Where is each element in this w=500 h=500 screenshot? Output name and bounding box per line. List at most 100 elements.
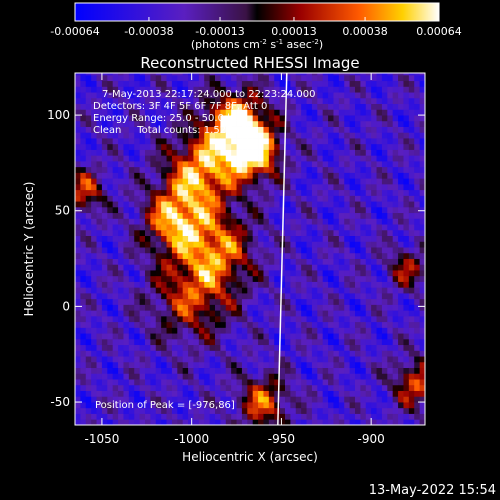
heatmap-cell	[139, 206, 146, 214]
heatmap-cell	[263, 74, 270, 82]
heatmap-cell	[80, 201, 87, 208]
heatmap-cell	[166, 419, 173, 425]
heatmap-cell	[123, 212, 130, 219]
heatmap-cell	[258, 396, 264, 403]
heatmap-cell	[247, 74, 254, 82]
heatmap-cell	[215, 115, 221, 122]
heatmap-cell	[301, 92, 307, 99]
annotation-peak: Position of Peak = [-976,86]	[95, 400, 235, 411]
heatmap-cell	[344, 361, 351, 369]
heatmap-cell	[387, 402, 394, 409]
heatmap-cell	[85, 304, 92, 311]
heatmap-cell	[112, 384, 119, 391]
heatmap-cell	[414, 241, 421, 248]
heatmap-cell	[392, 258, 399, 265]
heatmap-cell	[328, 327, 334, 334]
heatmap-cell	[349, 402, 356, 409]
heatmap-cell	[295, 310, 302, 317]
heatmap-cell	[355, 281, 361, 288]
heatmap-cell	[96, 379, 103, 386]
heatmap-cell	[338, 212, 345, 219]
heatmap-cell	[306, 166, 313, 173]
heatmap-cell	[398, 379, 404, 386]
heatmap-cell	[220, 270, 227, 277]
heatmap-cell	[193, 270, 200, 277]
heatmap-cell	[145, 212, 151, 219]
heatmap-cell	[182, 373, 189, 380]
heatmap-cell	[85, 143, 92, 150]
heatmap-cell	[365, 407, 372, 414]
heatmap-cell	[311, 224, 318, 231]
heatmap-cell	[182, 287, 189, 294]
heatmap-cell	[215, 407, 221, 414]
heatmap-cell	[155, 149, 162, 156]
heatmap-cell	[371, 178, 377, 185]
heatmap-cell	[252, 264, 259, 271]
heatmap-cell	[290, 287, 297, 294]
heatmap-cell	[247, 178, 254, 185]
heatmap-cell	[96, 252, 103, 259]
heatmap-cell	[355, 195, 361, 202]
heatmap-cell	[322, 367, 329, 374]
heatmap-cell	[338, 143, 345, 150]
heatmap-cell	[258, 138, 264, 145]
heatmap-cell	[317, 379, 324, 386]
heatmap-cell	[139, 224, 146, 231]
heatmap-cell	[177, 350, 184, 357]
heatmap-cell	[414, 195, 421, 202]
heatmap-cell	[182, 407, 189, 414]
heatmap-cell	[161, 115, 167, 122]
heatmap-cell	[306, 161, 313, 168]
heatmap-cell	[220, 206, 227, 214]
heatmap-cell	[306, 178, 313, 185]
heatmap-cell	[408, 201, 415, 208]
heatmap-cell	[268, 275, 275, 282]
heatmap-cell	[365, 373, 372, 380]
heatmap-cell	[403, 258, 410, 265]
heatmap-cell	[204, 229, 211, 237]
heatmap-cell	[150, 92, 157, 99]
heatmap-cell	[161, 109, 167, 116]
heatmap-cell	[360, 189, 367, 196]
heatmap-cell	[112, 379, 119, 386]
heatmap-cell	[96, 155, 103, 162]
heatmap-cell	[182, 241, 189, 248]
heatmap-cell	[263, 109, 270, 116]
heatmap-cell	[333, 172, 340, 179]
heatmap-cell	[279, 166, 286, 173]
heatmap-cell	[75, 275, 81, 282]
heatmap-cell	[360, 73, 367, 76]
heatmap-cell	[349, 224, 356, 231]
heatmap-cell	[322, 298, 329, 305]
heatmap-cell	[295, 224, 302, 231]
heatmap-cell	[193, 189, 200, 196]
heatmap-cell	[220, 367, 227, 374]
heatmap-cell	[215, 149, 221, 156]
heatmap-cell	[209, 304, 216, 311]
heatmap-cell	[333, 419, 340, 425]
heatmap-cell	[263, 402, 270, 409]
heatmap-cell	[371, 86, 377, 93]
heatmap-cell	[333, 143, 340, 150]
heatmap-cell	[96, 350, 103, 357]
heatmap-cell	[134, 264, 141, 271]
heatmap-cell	[328, 258, 334, 265]
heatmap-cell	[193, 149, 200, 156]
heatmap-cell	[344, 338, 351, 346]
heatmap-cell	[355, 97, 361, 105]
heatmap-cell	[371, 172, 377, 179]
heatmap-cell	[317, 241, 324, 248]
heatmap-cell	[166, 356, 173, 363]
heatmap-cell	[403, 310, 410, 317]
heatmap-cell	[188, 195, 194, 202]
heatmap-cell	[128, 390, 135, 397]
heatmap-cell	[225, 149, 232, 156]
heatmap-cell	[145, 344, 151, 351]
heatmap-cell	[209, 178, 216, 185]
heatmap-cell	[381, 97, 388, 105]
heatmap-cell	[209, 287, 216, 294]
heatmap-cell	[193, 74, 200, 82]
heatmap-cell	[118, 338, 124, 346]
heatmap-cell	[392, 206, 399, 214]
heatmap-cell	[381, 413, 388, 420]
